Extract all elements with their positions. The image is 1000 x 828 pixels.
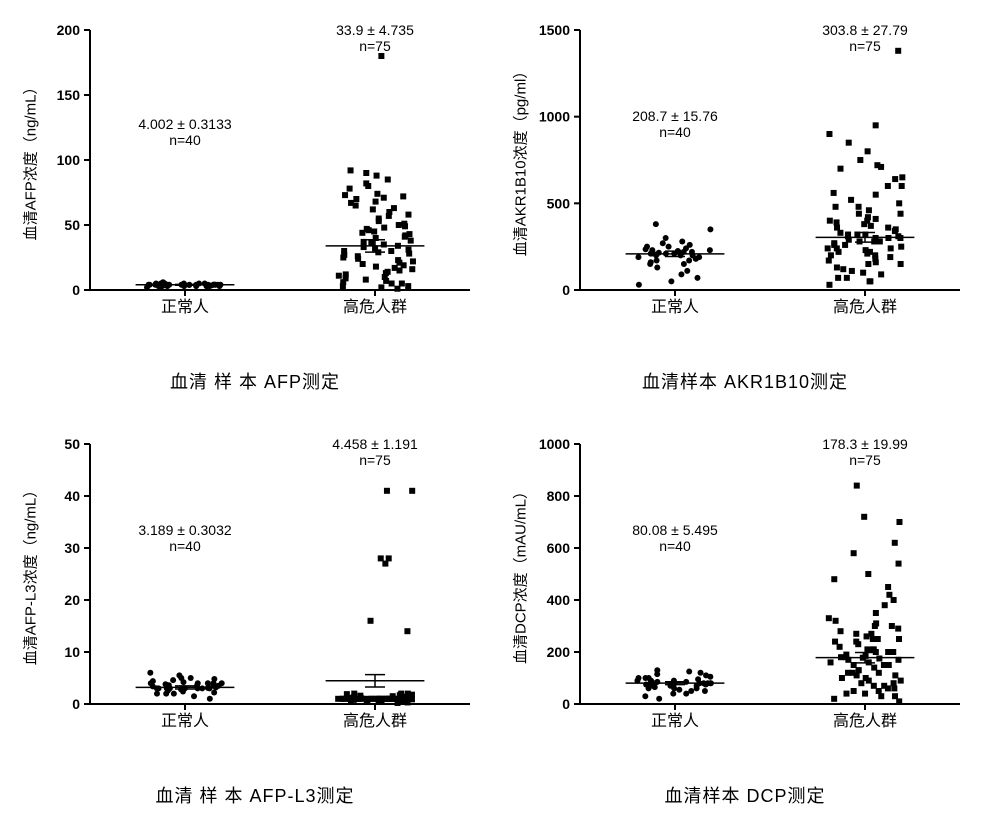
svg-text:1000: 1000 <box>539 109 570 125</box>
caption-akr: 血清样本 AKR1B10测定 <box>642 368 848 394</box>
svg-text:0: 0 <box>562 282 570 298</box>
svg-text:4.458 ± 1.191: 4.458 ± 1.191 <box>332 436 418 452</box>
svg-text:n=75: n=75 <box>849 452 881 468</box>
svg-text:0: 0 <box>562 696 570 712</box>
svg-text:33.9 ± 4.735: 33.9 ± 4.735 <box>336 22 414 38</box>
svg-text:高危人群: 高危人群 <box>833 712 897 730</box>
svg-text:n=40: n=40 <box>659 538 691 554</box>
chart-grid: 050100150200正常人高危人群4.002 ± 0.3133n=4033.… <box>20 20 980 808</box>
svg-text:208.7 ± 15.76: 208.7 ± 15.76 <box>632 108 718 124</box>
svg-text:正常人: 正常人 <box>161 712 209 730</box>
svg-text:高危人群: 高危人群 <box>343 712 407 730</box>
svg-text:20: 20 <box>64 592 80 608</box>
svg-text:高危人群: 高危人群 <box>833 298 897 316</box>
svg-text:n=40: n=40 <box>169 132 201 148</box>
svg-text:1500: 1500 <box>539 22 570 38</box>
caption-afpl3: 血清 样 本 AFP-L3测定 <box>155 782 354 808</box>
svg-text:100: 100 <box>57 152 81 168</box>
svg-text:3.189 ± 0.3032: 3.189 ± 0.3032 <box>138 522 232 538</box>
svg-text:正常人: 正常人 <box>651 298 699 316</box>
svg-text:30: 30 <box>64 540 80 556</box>
svg-text:1000: 1000 <box>539 436 570 452</box>
svg-text:600: 600 <box>547 540 571 556</box>
svg-text:150: 150 <box>57 87 81 103</box>
svg-text:正常人: 正常人 <box>161 298 209 316</box>
chart-akr: 0 500 1000 1500 正常人 高危人群 208.7 ± 15.76n=40 303.… <box>510 20 980 362</box>
svg-text:n=75: n=75 <box>359 452 391 468</box>
svg-text:200: 200 <box>57 22 81 38</box>
panel-dcp: 0 200 400 600 800 1000 正常人 高危人群 80.08 ± 5.495n=4… <box>510 434 980 808</box>
svg-text:高危人群: 高危人群 <box>343 298 407 316</box>
svg-text:200: 200 <box>547 644 571 660</box>
chart-dcp: 0 200 400 600 800 1000 正常人 高危人群 80.08 ± 5.495n=4… <box>510 434 980 776</box>
y-axis-label: 血清AFP-L3浓度（ng/mL） <box>20 483 41 666</box>
svg-text:10: 10 <box>64 644 80 660</box>
svg-text:400: 400 <box>547 592 571 608</box>
y-axis-label: 血清AKR1B10浓度（pg/ml） <box>510 64 531 257</box>
svg-text:n=40: n=40 <box>659 124 691 140</box>
svg-text:178.3 ± 19.99: 178.3 ± 19.99 <box>822 436 908 452</box>
svg-text:80.08 ± 5.495: 80.08 ± 5.495 <box>632 522 718 538</box>
svg-text:0: 0 <box>72 696 80 712</box>
svg-text:50: 50 <box>64 436 80 452</box>
chart-afpl3: 0 10 20 30 40 50 正常人 高危人群 3.189 ± 0.3032n=40 4.45… <box>20 434 490 776</box>
panel-afpl3: 0 10 20 30 40 50 正常人 高危人群 3.189 ± 0.3032n=40 4.45… <box>20 434 490 808</box>
svg-text:800: 800 <box>547 488 571 504</box>
svg-text:500: 500 <box>547 195 571 211</box>
caption-afp: 血清 样 本 AFP测定 <box>170 368 340 394</box>
svg-text:n=75: n=75 <box>359 38 391 54</box>
svg-text:0: 0 <box>72 282 80 298</box>
panel-akr: 0 500 1000 1500 正常人 高危人群 208.7 ± 15.76n=40 303.… <box>510 20 980 394</box>
svg-text:303.8 ± 27.79: 303.8 ± 27.79 <box>822 22 908 38</box>
svg-text:50: 50 <box>64 217 80 233</box>
svg-text:4.002 ± 0.3133: 4.002 ± 0.3133 <box>138 116 232 132</box>
svg-text:n=75: n=75 <box>849 38 881 54</box>
svg-text:40: 40 <box>64 488 80 504</box>
panel-afp: 0 50 100 150 200 正常人 高危人群 4.002 ± 0.3133n=40 33.… <box>20 20 490 394</box>
y-axis-label: 血清DCP浓度（mAU/mL） <box>510 484 531 664</box>
svg-text:n=40: n=40 <box>169 538 201 554</box>
chart-afp: 0 50 100 150 200 正常人 高危人群 4.002 ± 0.3133n=40 33.… <box>20 20 490 362</box>
caption-dcp: 血清样本 DCP测定 <box>664 782 825 808</box>
y-axis-label: 血清AFP浓度（ng/mL） <box>20 80 41 241</box>
svg-text:正常人: 正常人 <box>651 712 699 730</box>
